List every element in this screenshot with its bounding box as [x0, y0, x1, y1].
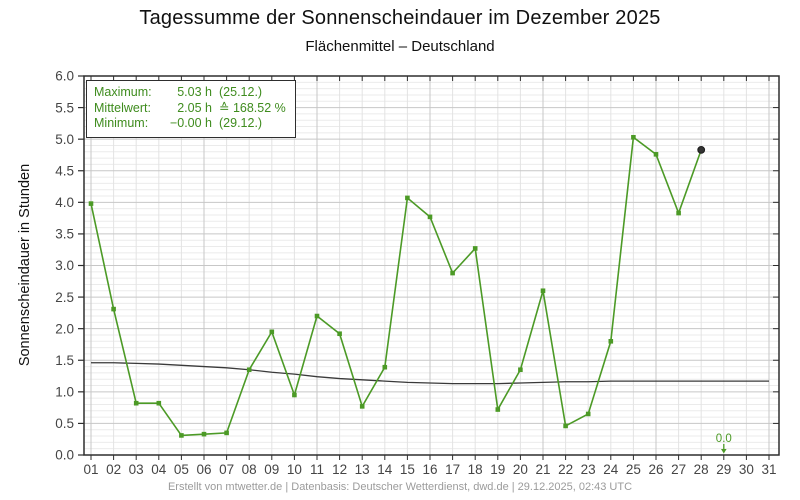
svg-text:09: 09 — [264, 462, 279, 477]
stats-legend-box: Maximum: 5.03 h (25.12.) Mittelwert: 2.0… — [86, 80, 296, 138]
svg-text:0.5: 0.5 — [55, 416, 74, 431]
legend-mean-percent: ≙ 168.52 % — [219, 100, 286, 115]
climate-mean-line — [91, 362, 769, 385]
svg-text:04: 04 — [151, 462, 167, 477]
svg-text:24: 24 — [603, 462, 619, 477]
svg-text:28: 28 — [694, 462, 709, 477]
svg-text:21: 21 — [535, 462, 550, 477]
svg-text:13: 13 — [355, 462, 370, 477]
legend-maximum-label: Maximum: — [94, 85, 152, 99]
svg-text:31: 31 — [761, 462, 776, 477]
svg-text:2.0: 2.0 — [55, 321, 74, 336]
legend-mean-value: 2.05 h — [177, 100, 212, 115]
svg-text:11: 11 — [310, 462, 324, 477]
svg-text:2.5: 2.5 — [55, 290, 74, 305]
svg-text:12: 12 — [332, 462, 347, 477]
svg-text:14: 14 — [377, 462, 393, 477]
legend-row-maximum: Maximum: 5.03 h (25.12.) — [94, 85, 286, 101]
legend-minimum-date: (29.12.) — [219, 116, 263, 130]
svg-text:4.5: 4.5 — [55, 163, 74, 178]
legend-minimum-label: Minimum: — [94, 116, 149, 130]
zero-value-annotation: 0.0 — [716, 433, 732, 454]
legend-minimum-value: −0.00 h — [169, 116, 212, 130]
legend-mean-label: Mittelwert: — [94, 100, 151, 115]
credits-footer: Erstellt von mtwetter.de | Datenbasis: D… — [167, 481, 633, 493]
sunshine-line — [88, 134, 702, 438]
svg-text:30: 30 — [739, 462, 754, 477]
svg-text:22: 22 — [558, 462, 573, 477]
chart-subtitle: Flächenmittel – Deutschland — [305, 38, 495, 55]
svg-text:6.0: 6.0 — [55, 69, 74, 84]
svg-text:1.5: 1.5 — [55, 353, 74, 368]
svg-text:0.0: 0.0 — [716, 433, 732, 445]
svg-text:3.0: 3.0 — [55, 258, 74, 273]
svg-text:17: 17 — [445, 462, 460, 477]
svg-text:0.0: 0.0 — [55, 448, 74, 463]
legend-maximum-date: (25.12.) — [219, 85, 263, 99]
svg-text:01: 01 — [83, 462, 98, 477]
svg-text:10: 10 — [287, 462, 302, 477]
legend-row-minimum: Minimum: −0.00 h (29.12.) — [94, 116, 286, 132]
axis-ticks — [78, 75, 779, 460]
svg-text:1.0: 1.0 — [55, 385, 74, 400]
legend-row-mean: Mittelwert: 2.05 h ≙ 168.52 % — [94, 101, 286, 117]
svg-text:02: 02 — [106, 462, 121, 477]
svg-text:18: 18 — [468, 462, 483, 477]
legend-maximum-value: 5.03 h — [177, 85, 212, 99]
svg-text:26: 26 — [648, 462, 663, 477]
latest-day-marker — [697, 146, 706, 154]
svg-text:25: 25 — [626, 462, 641, 477]
svg-text:05: 05 — [174, 462, 189, 477]
svg-text:03: 03 — [129, 462, 144, 477]
svg-text:23: 23 — [581, 462, 596, 477]
svg-text:19: 19 — [490, 462, 505, 477]
y-axis-label: Sonnenscheindauer in Stunden — [17, 163, 33, 367]
svg-text:27: 27 — [671, 462, 686, 477]
svg-text:07: 07 — [219, 462, 234, 477]
svg-text:5.0: 5.0 — [55, 132, 74, 147]
svg-text:4.0: 4.0 — [55, 195, 74, 210]
chart-title: Tagessumme der Sonnenscheindauer im Deze… — [139, 7, 661, 29]
svg-text:29: 29 — [716, 462, 731, 477]
svg-text:06: 06 — [196, 462, 211, 477]
axis-tick-labels: 0.0 0.5 1.0 1.5 2.0 2.5 3.0 3.5 4.0 4.5 5.0 5.5 6.0 0… — [55, 69, 776, 477]
svg-text:5.5: 5.5 — [55, 100, 74, 115]
svg-text:3.5: 3.5 — [55, 227, 74, 242]
svg-text:20: 20 — [513, 462, 528, 477]
svg-text:15: 15 — [400, 462, 415, 477]
svg-text:08: 08 — [242, 462, 257, 477]
svg-text:16: 16 — [422, 462, 437, 477]
